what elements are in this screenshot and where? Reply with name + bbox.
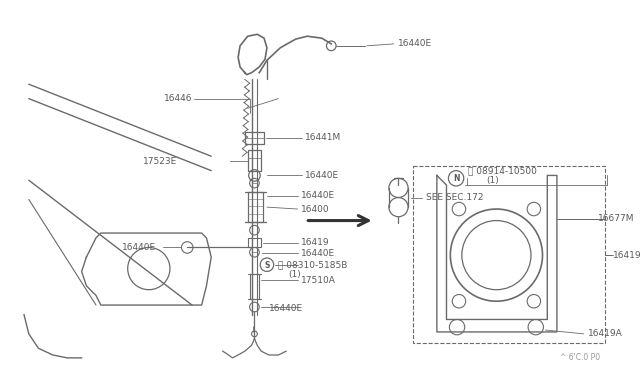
- Text: 16440E: 16440E: [122, 243, 157, 252]
- Text: 17510A: 17510A: [301, 276, 335, 285]
- Bar: [250, 274, 259, 299]
- Text: N: N: [453, 174, 460, 183]
- Bar: [413, 166, 605, 343]
- Text: ^ 6'C.0 P0: ^ 6'C.0 P0: [560, 353, 600, 362]
- Text: SEE SEC.172: SEE SEC.172: [426, 193, 484, 202]
- Text: (1): (1): [288, 270, 301, 279]
- Text: Ⓝ 08914-10500: Ⓝ 08914-10500: [468, 166, 536, 175]
- Text: 16677M: 16677M: [598, 214, 635, 223]
- Text: S: S: [264, 261, 269, 270]
- Bar: [248, 150, 261, 171]
- Text: 16446: 16446: [164, 94, 192, 103]
- Text: 16419: 16419: [612, 251, 640, 260]
- Text: 16419A: 16419A: [588, 329, 622, 339]
- Text: 16440E: 16440E: [269, 304, 303, 313]
- Text: 16400: 16400: [301, 205, 329, 214]
- Text: (1): (1): [486, 176, 499, 185]
- Text: 16440E: 16440E: [301, 191, 335, 200]
- Text: 16440E: 16440E: [397, 39, 431, 48]
- Bar: [248, 192, 263, 222]
- Text: 16440E: 16440E: [305, 171, 339, 180]
- Bar: [248, 238, 261, 247]
- Text: 16441M: 16441M: [305, 134, 342, 142]
- Bar: [245, 132, 264, 144]
- Text: 16440E: 16440E: [301, 249, 335, 258]
- Text: 16419: 16419: [301, 238, 329, 247]
- Text: 17523E: 17523E: [143, 157, 178, 166]
- Text: Ⓢ 08310-5185B: Ⓢ 08310-5185B: [278, 260, 348, 269]
